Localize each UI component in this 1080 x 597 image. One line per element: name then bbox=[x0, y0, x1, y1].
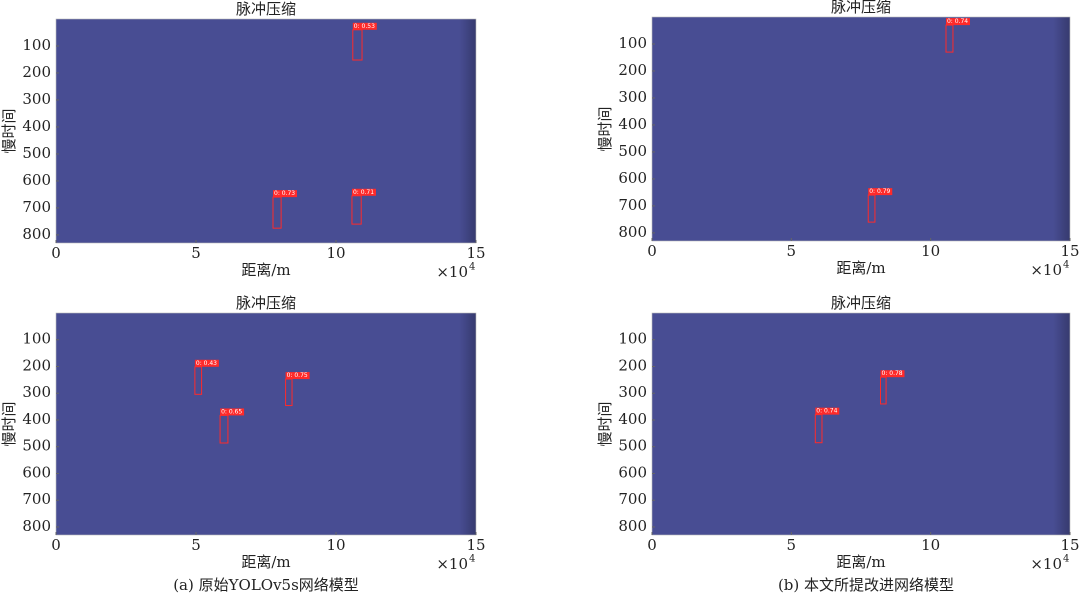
x-multiplier: ×10 bbox=[436, 263, 468, 281]
y-tick-label: 700 bbox=[618, 490, 647, 508]
detection-label-bg bbox=[351, 188, 376, 196]
detection-label: 0: 0.75 bbox=[287, 372, 308, 379]
y-axis-label: 慢时间 bbox=[0, 401, 18, 446]
x-tick-label: 0 bbox=[647, 242, 657, 260]
x-axis-label: 距离/m bbox=[836, 259, 885, 277]
x-tick-label: 15 bbox=[466, 536, 485, 554]
detection-label-bg bbox=[273, 190, 297, 198]
x-tick-label: 0 bbox=[51, 536, 61, 554]
x-tick-label: 10 bbox=[326, 536, 345, 554]
image-edge bbox=[652, 17, 1070, 241]
detection-label: 0: 0.53 bbox=[354, 23, 375, 30]
image-edge bbox=[652, 313, 1070, 535]
x-tick-label: 5 bbox=[191, 536, 201, 554]
axes-frame bbox=[651, 16, 1071, 242]
axes-frame bbox=[55, 18, 477, 244]
x-multiplier: ×10 bbox=[436, 555, 468, 573]
detection-label-bg bbox=[194, 359, 219, 367]
y-tick-label: 200 bbox=[22, 356, 51, 374]
caption: (b) 本文所提改进网络模型 bbox=[778, 576, 954, 594]
detection-label: 0: 0.79 bbox=[869, 188, 890, 195]
detection-label: 0: 0.71 bbox=[353, 189, 374, 196]
x-multiplier-exponent: 4 bbox=[1063, 554, 1069, 565]
detection-label: 0: 0.74 bbox=[816, 408, 837, 415]
detection-label-bg bbox=[352, 22, 377, 30]
y-tick-label: 300 bbox=[618, 88, 647, 106]
y-tick-label: 400 bbox=[618, 115, 647, 133]
y-tick-label: 700 bbox=[22, 198, 51, 216]
y-tick-label: 500 bbox=[618, 437, 647, 455]
y-tick-label: 400 bbox=[22, 117, 51, 135]
y-tick-label: 300 bbox=[22, 90, 51, 108]
y-tick-label: 500 bbox=[22, 144, 51, 162]
y-tick-label: 800 bbox=[618, 517, 647, 535]
y-tick-label: 100 bbox=[618, 330, 647, 348]
y-tick-label: 100 bbox=[22, 36, 51, 54]
x-tick-label: 10 bbox=[326, 244, 345, 262]
detection-label-bg bbox=[880, 370, 905, 378]
y-tick-label: 200 bbox=[618, 356, 647, 374]
caption: (a) 原始YOLOv5s网络模型 bbox=[173, 576, 359, 594]
detection-label: 0: 0.65 bbox=[221, 408, 242, 415]
y-axis-label: 慢时间 bbox=[596, 106, 614, 151]
x-multiplier: ×10 bbox=[1030, 555, 1062, 573]
detection-label-bg bbox=[815, 407, 840, 415]
y-tick-label: 800 bbox=[22, 517, 51, 535]
y-axis-label: 慢时间 bbox=[596, 401, 614, 446]
chart-title: 脉冲压缩 bbox=[236, 294, 296, 312]
x-tick-label: 15 bbox=[1060, 242, 1079, 260]
y-tick-label: 100 bbox=[22, 330, 51, 348]
y-tick-label: 600 bbox=[22, 171, 51, 189]
detection-label-bg bbox=[868, 188, 893, 196]
x-tick-label: 15 bbox=[1060, 536, 1079, 554]
y-tick-label: 300 bbox=[22, 383, 51, 401]
x-multiplier: ×10 bbox=[1030, 261, 1062, 279]
y-tick-label: 700 bbox=[618, 196, 647, 214]
x-multiplier-exponent: 4 bbox=[1063, 260, 1069, 271]
y-tick-label: 500 bbox=[618, 142, 647, 160]
chart-title: 脉冲压缩 bbox=[236, 0, 296, 18]
x-axis-label: 距离/m bbox=[836, 553, 885, 571]
detection-label: 0: 0.74 bbox=[947, 18, 968, 25]
detection-label: 0: 0.73 bbox=[274, 190, 295, 197]
chart-title: 脉冲压缩 bbox=[831, 294, 891, 312]
detection-label-bg bbox=[945, 18, 970, 26]
y-tick-label: 200 bbox=[22, 63, 51, 81]
x-axis-label: 距离/m bbox=[241, 261, 290, 279]
chart-title: 脉冲压缩 bbox=[831, 0, 891, 16]
y-tick-label: 600 bbox=[618, 169, 647, 187]
x-multiplier-exponent: 4 bbox=[469, 554, 475, 565]
y-tick-label: 600 bbox=[22, 463, 51, 481]
x-tick-label: 5 bbox=[787, 242, 797, 260]
detection-label: 0: 0.78 bbox=[882, 370, 903, 377]
y-axis-label: 慢时间 bbox=[0, 108, 18, 153]
x-axis-label: 距离/m bbox=[241, 553, 290, 571]
y-tick-label: 500 bbox=[22, 437, 51, 455]
x-tick-label: 0 bbox=[51, 244, 61, 262]
y-tick-label: 200 bbox=[618, 61, 647, 79]
detection-label-bg bbox=[220, 408, 245, 416]
y-tick-label: 800 bbox=[618, 223, 647, 241]
x-tick-label: 5 bbox=[191, 244, 201, 262]
x-tick-label: 0 bbox=[647, 536, 657, 554]
y-tick-label: 800 bbox=[22, 225, 51, 243]
y-tick-label: 400 bbox=[22, 410, 51, 428]
axes-frame bbox=[651, 312, 1071, 536]
x-tick-label: 15 bbox=[466, 244, 485, 262]
y-tick-label: 400 bbox=[618, 410, 647, 428]
x-tick-label: 10 bbox=[921, 242, 940, 260]
image-edge bbox=[56, 313, 476, 535]
y-tick-label: 600 bbox=[618, 463, 647, 481]
axes-frame bbox=[55, 312, 477, 536]
detection-label-bg bbox=[285, 372, 310, 380]
y-tick-label: 100 bbox=[618, 34, 647, 52]
x-tick-label: 5 bbox=[787, 536, 797, 554]
y-tick-label: 300 bbox=[618, 383, 647, 401]
y-tick-label: 700 bbox=[22, 490, 51, 508]
x-tick-label: 10 bbox=[921, 536, 940, 554]
image-edge bbox=[56, 19, 476, 243]
x-multiplier-exponent: 4 bbox=[469, 262, 475, 273]
detection-label: 0: 0.43 bbox=[196, 360, 217, 367]
